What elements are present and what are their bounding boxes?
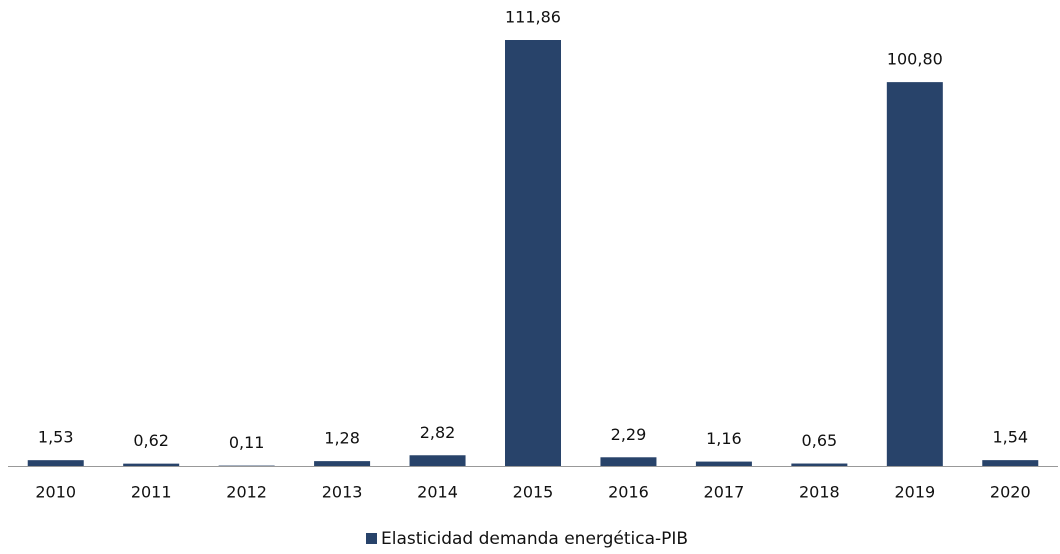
bar [123,463,180,466]
bar [505,40,561,466]
value-label: 0,11 [229,433,265,452]
value-label: 1,16 [706,429,742,448]
value-label: 100,80 [887,50,943,69]
x-tick-label: 2015 [513,483,554,502]
x-tick-label: 2016 [608,483,649,502]
x-tick-label: 2019 [894,483,935,502]
bar [791,463,848,466]
bar [600,457,657,466]
bar [886,82,943,466]
x-tick-label: 2010 [35,483,76,502]
bar [982,460,1039,466]
bar [695,461,752,466]
x-tick-label: 2020 [990,483,1031,502]
value-label: 2,82 [420,423,456,442]
x-tick-label: 2017 [704,483,745,502]
bar [314,461,371,466]
x-tick-label: 2011 [131,483,172,502]
x-tick-label: 2012 [226,483,267,502]
x-tick-label: 2013 [322,483,363,502]
legend: Elasticidad demanda energética-PIB [366,529,688,549]
value-label: 0,65 [802,431,838,450]
value-label: 0,62 [133,431,169,450]
value-label: 111,86 [505,8,561,27]
bar [27,460,84,466]
value-label: 2,29 [611,425,647,444]
value-label: 1,54 [992,428,1028,447]
x-tick-label: 2014 [417,483,458,502]
legend-label: Elasticidad demanda energética-PIB [381,529,688,549]
bar [409,455,466,466]
value-label: 1,53 [38,428,74,447]
legend-swatch [366,533,377,544]
x-tick-label: 2018 [799,483,840,502]
value-label: 1,28 [324,429,360,448]
